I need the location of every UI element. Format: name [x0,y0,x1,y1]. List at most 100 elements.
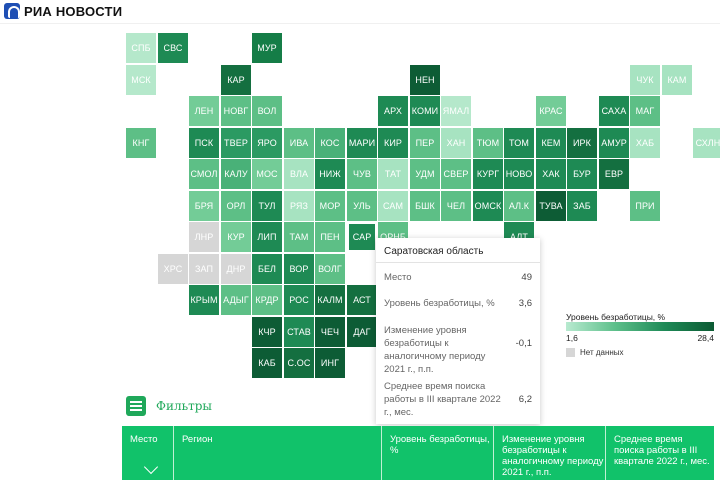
region-tile[interactable]: ВЛА [284,159,314,189]
region-tile[interactable]: ПСК [189,128,219,158]
region-tile[interactable]: ВОЛ [252,96,282,126]
region-tile[interactable]: ИРК [567,128,597,158]
region-tile[interactable]: ЗАБ [567,191,597,221]
region-tile[interactable]: ТАТ [378,159,408,189]
column-label: Уровень безработицы, % [390,434,490,456]
region-tile[interactable]: ЛИП [252,222,282,252]
region-tile[interactable]: ПЕН [315,222,345,252]
region-tile[interactable]: КРАС [536,96,566,126]
region-tile[interactable]: ТОМ [504,128,534,158]
column-header-unemployment[interactable]: Уровень безработицы, % [382,426,494,480]
region-tile[interactable]: ТАМ [284,222,314,252]
region-tile[interactable]: ТВЕР [221,128,251,158]
chevron-down-icon[interactable] [143,459,159,475]
region-tile[interactable]: МУР [252,33,282,63]
region-tile[interactable]: МАГ [630,96,660,126]
region-tile[interactable]: КУР [221,222,251,252]
region-tile[interactable]: ЧЕЛ [441,191,471,221]
region-tile[interactable]: РОС [284,285,314,315]
region-tile[interactable]: ХАБ [630,128,660,158]
region-tile[interactable]: КАЛМ [315,285,345,315]
region-tile[interactable]: БШК [410,191,440,221]
region-tile[interactable]: СВС [158,33,188,63]
region-tile[interactable]: СТАВ [284,317,314,347]
region-tile[interactable]: СПБ [126,33,156,63]
region-tile[interactable]: АМУР [599,128,629,158]
region-tile[interactable]: КРДР [252,285,282,315]
region-tile[interactable]: ХАН [441,128,471,158]
column-header-change[interactable]: Изменение уровня безработицы к аналогичн… [494,426,606,480]
filters-toggle[interactable]: Фильтры [126,396,212,416]
region-tile[interactable]: ВОР [284,254,314,284]
region-tile[interactable]: КОС [315,128,345,158]
region-tile[interactable]: ЧЕЧ [315,317,345,347]
region-tile[interactable]: УДМ [410,159,440,189]
column-header-search-time[interactable]: Среднее время поиска работы в III кварта… [606,426,714,480]
region-tile[interactable]: ДНР [221,254,251,284]
region-tile[interactable]: С.ОС [284,348,314,378]
region-tile[interactable]: НИЖ [315,159,345,189]
region-tile[interactable]: ОМСК [473,191,503,221]
region-tile[interactable]: КУРГ [473,159,503,189]
region-tile[interactable]: СМОЛ [189,159,219,189]
region-tile[interactable]: АРХ [378,96,408,126]
region-tile[interactable]: ЯМАЛ [441,96,471,126]
region-tile[interactable]: САМ [378,191,408,221]
site-header: РИА НОВОСТИ [0,0,720,24]
region-tile[interactable]: КНГ [126,128,156,158]
region-tile[interactable]: СВЕР [441,159,471,189]
region-tile[interactable]: ЧУВ [347,159,377,189]
region-tile[interactable]: ЛЕН [189,96,219,126]
region-tile[interactable]: ХРС [158,254,188,284]
region-tile[interactable]: ТЮМ [473,128,503,158]
region-tile[interactable]: БЕЛ [252,254,282,284]
column-header-rank[interactable]: Место [122,426,174,480]
region-tile[interactable]: ОРЛ [221,191,251,221]
region-tile[interactable]: ХАК [536,159,566,189]
region-tile[interactable]: ДАГ [347,317,377,347]
region-tile[interactable]: КЕМ [536,128,566,158]
region-tile[interactable]: БУР [567,159,597,189]
region-tile[interactable]: КОМИ [410,96,440,126]
region-tile[interactable]: ЯРО [252,128,282,158]
region-tile[interactable]: ЧУК [630,65,660,95]
column-header-region[interactable]: Регион [174,426,382,480]
region-tile[interactable]: КРЫМ [189,285,219,315]
region-tile[interactable]: САХА [599,96,629,126]
region-tile[interactable]: НОВО [504,159,534,189]
region-tile[interactable]: БРЯ [189,191,219,221]
region-tile[interactable]: КАЛУ [221,159,251,189]
region-tile[interactable]: КИР [378,128,408,158]
region-tile[interactable]: СХЛН [693,128,720,158]
region-tile[interactable]: КАМ [662,65,692,95]
region-tile[interactable]: ЗАП [189,254,219,284]
region-tile[interactable]: ТУЛ [252,191,282,221]
region-tile[interactable]: ПРИ [630,191,660,221]
site-logo[interactable]: РИА НОВОСТИ [4,3,122,19]
region-tile[interactable]: НОВГ [221,96,251,126]
region-tile[interactable]: АДЫГ [221,285,251,315]
region-tile[interactable]: ВОЛГ [315,254,345,284]
region-tile[interactable]: КЧР [252,317,282,347]
ria-logo-icon [4,3,20,19]
region-tile[interactable]: НЕН [410,65,440,95]
region-tile[interactable]: КАБ [252,348,282,378]
region-tile[interactable]: МАРИ [347,128,377,158]
filters-label: Фильтры [156,399,212,413]
region-tile[interactable]: МОР [315,191,345,221]
region-tile[interactable]: МСК [126,65,156,95]
region-tile[interactable]: МОС [252,159,282,189]
region-tile[interactable]: ИНГ [315,348,345,378]
region-tile[interactable]: АСТ [347,285,377,315]
region-tile[interactable]: ПЕР [410,128,440,158]
region-tile[interactable]: РЯЗ [284,191,314,221]
region-tile[interactable]: КАР [221,65,251,95]
region-tile[interactable]: ЕВР [599,159,629,189]
region-tile[interactable]: АЛ.К [504,191,534,221]
region-tile[interactable]: ТУВА [536,191,566,221]
filter-sliders-icon [126,396,146,416]
region-tile[interactable]: ИВА [284,128,314,158]
region-tile[interactable]: САР [347,222,377,252]
region-tile[interactable]: УЛЬ [347,191,377,221]
region-tile[interactable]: ЛНР [189,222,219,252]
